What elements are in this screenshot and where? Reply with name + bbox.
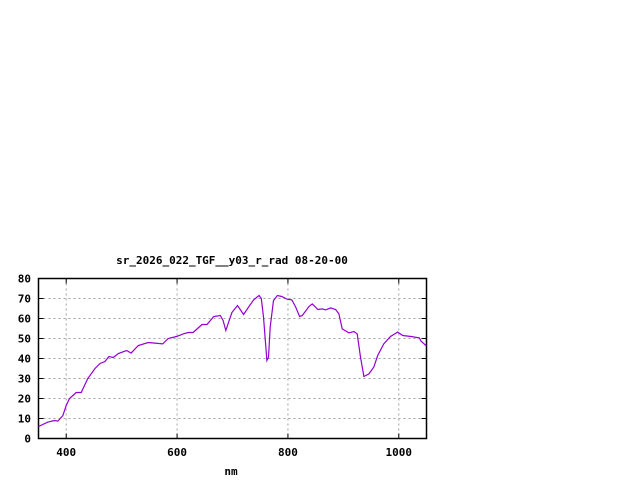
y-tick-label: 30 (18, 373, 31, 386)
y-tick-label: 70 (18, 293, 31, 306)
y-tick-label: 80 (18, 273, 31, 286)
y-tick-label: 10 (18, 413, 31, 426)
x-tick-label: 1000 (386, 446, 413, 459)
y-tick-label: 50 (18, 333, 31, 346)
grid (38, 278, 427, 439)
x-tick-label: 800 (278, 446, 298, 459)
y-tick-label: 40 (18, 353, 31, 366)
x-tick-label: 400 (56, 446, 76, 459)
y-tick-label: 60 (18, 313, 31, 326)
chart-title: sr_2026_022_TGF__y03_r_rad 08-20-00 (116, 254, 348, 267)
x-axis-label: nm (224, 465, 238, 478)
x-tick-label: 600 (167, 446, 187, 459)
series-line (38, 294, 427, 428)
y-tick-label: 0 (24, 433, 31, 446)
tick-labels: 0 10 20 30 40 50 60 70 80 400 600 800 1000 (18, 273, 412, 460)
plot-frame (37, 277, 428, 440)
y-tick-label: 20 (18, 393, 31, 406)
